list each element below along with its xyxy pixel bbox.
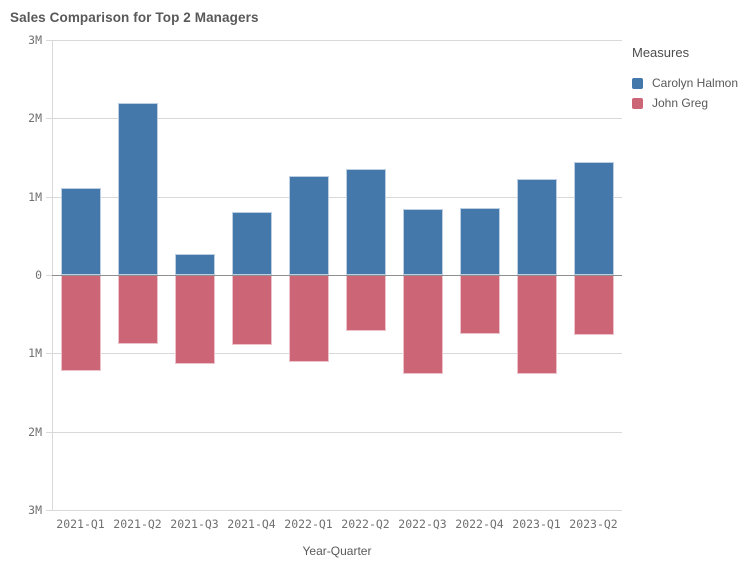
bar-john-greg[interactable] [573,275,614,336]
bar-john-greg[interactable] [459,275,500,334]
y-tick-mark [46,353,52,354]
y-tick-mark [46,510,52,511]
legend-swatch-icon [632,97,643,109]
x-tick-label: 2023-Q2 [569,517,618,531]
legend-item-john-greg[interactable]: John Greg [632,93,738,113]
x-tick-label: 2022-Q1 [284,517,333,531]
bar-carolyn-halmon[interactable] [516,178,557,275]
bar-carolyn-halmon[interactable] [117,102,158,275]
bar-carolyn-halmon[interactable] [459,207,500,275]
y-tick-label: 3M [28,33,42,47]
bar-john-greg[interactable] [60,275,101,371]
y-tick-mark [46,432,52,433]
x-tick-label: 2021-Q4 [227,517,276,531]
x-tick-label: 2022-Q4 [455,517,504,531]
bar-carolyn-halmon[interactable] [402,209,443,275]
legend-item-label: John Greg [652,96,709,110]
x-tick-label: 2022-Q3 [398,517,447,531]
x-tick-label: 2021-Q1 [56,517,105,531]
y-tick-mark [46,275,52,276]
bar-carolyn-halmon[interactable] [288,175,329,275]
y-tick-mark [46,40,52,41]
bar-carolyn-halmon[interactable] [60,188,101,275]
bar-john-greg[interactable] [345,275,386,331]
bar-john-greg[interactable] [516,275,557,374]
y-tick-mark [46,118,52,119]
bar-carolyn-halmon[interactable] [345,169,386,275]
chart-title: Sales Comparison for Top 2 Managers [10,10,259,25]
x-tick-label: 2022-Q2 [341,517,390,531]
bar-john-greg[interactable] [288,275,329,362]
gridline [52,40,622,41]
gridline [52,353,622,354]
x-tick-label: 2021-Q3 [170,517,219,531]
x-tick-label: 2023-Q1 [512,517,561,531]
y-tick-label: 3M [28,503,42,517]
bar-carolyn-halmon[interactable] [231,211,272,275]
gridline [52,510,622,511]
x-axis-title: Year-Quarter [302,544,372,558]
bar-john-greg[interactable] [402,275,443,374]
legend-swatch-icon [632,77,643,89]
legend: Measures Carolyn Halmon John Greg [632,45,738,113]
gridline [52,118,622,119]
zero-gridline [52,275,622,276]
bar-john-greg[interactable] [174,275,215,364]
y-tick-label: 1M [28,346,42,360]
y-tick-mark [46,197,52,198]
legend-title: Measures [632,45,690,60]
y-tick-label: 0 [35,268,42,282]
y-tick-label: 2M [28,111,42,125]
legend-item-label: Carolyn Halmon [652,76,739,90]
bar-john-greg[interactable] [117,275,158,344]
y-tick-label: 1M [28,190,42,204]
bar-carolyn-halmon[interactable] [573,162,614,275]
legend-items: Carolyn Halmon John Greg [632,73,738,113]
bar-carolyn-halmon[interactable] [174,253,215,275]
gridline [52,432,622,433]
x-tick-label: 2021-Q2 [113,517,162,531]
gridline [52,197,622,198]
bar-john-greg[interactable] [231,275,272,345]
legend-item-carolyn-halmon[interactable]: Carolyn Halmon [632,73,738,93]
y-tick-label: 2M [28,425,42,439]
